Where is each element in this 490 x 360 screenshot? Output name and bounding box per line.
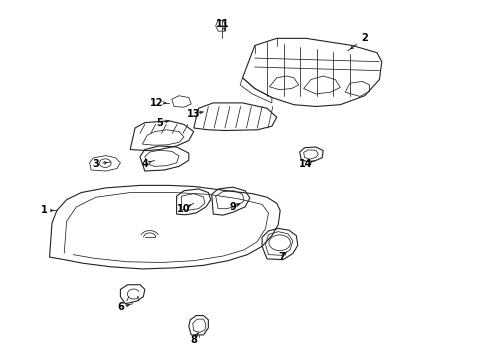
Text: 14: 14 xyxy=(299,159,313,169)
Text: 6: 6 xyxy=(117,302,124,312)
Text: 9: 9 xyxy=(229,202,236,212)
Text: 13: 13 xyxy=(187,109,200,119)
Text: 11: 11 xyxy=(216,19,230,29)
Text: 7: 7 xyxy=(278,252,285,262)
Text: 5: 5 xyxy=(156,118,163,128)
Text: 3: 3 xyxy=(93,159,99,169)
Text: 1: 1 xyxy=(41,206,48,216)
Text: 2: 2 xyxy=(361,33,368,43)
Text: 8: 8 xyxy=(190,334,197,345)
Text: 12: 12 xyxy=(150,98,164,108)
Text: 4: 4 xyxy=(142,159,148,169)
Text: 10: 10 xyxy=(177,204,191,214)
